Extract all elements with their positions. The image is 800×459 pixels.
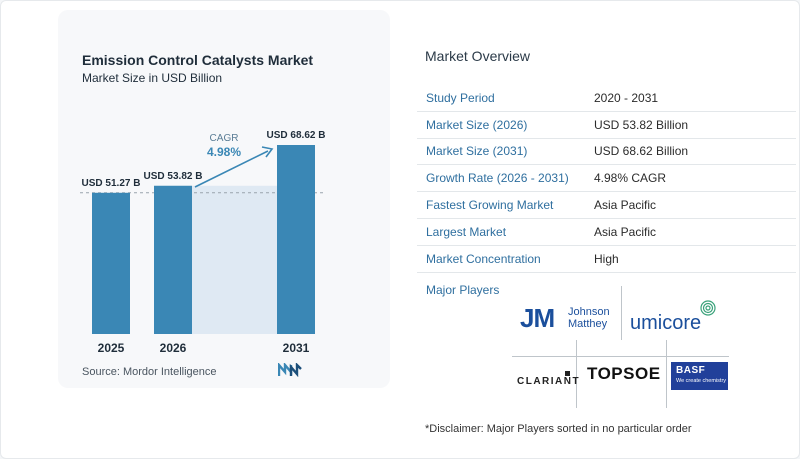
bar-2026 bbox=[154, 185, 192, 334]
basf-logo: BASF We create chemistry bbox=[671, 362, 728, 390]
logo-divider bbox=[666, 340, 667, 408]
clariant-mark-icon bbox=[565, 371, 570, 376]
overview-value: 4.98% CAGR bbox=[594, 171, 667, 186]
data-label-2025: USD 51.27 B bbox=[82, 178, 141, 189]
umicore-logo: umicore bbox=[630, 312, 702, 334]
overview-value: 2020 - 2031 bbox=[594, 90, 659, 105]
x-tick-2025: 2025 bbox=[98, 341, 125, 355]
chart-title: Emission Control Catalysts Market bbox=[82, 52, 314, 68]
cagr-value: 4.98% bbox=[207, 145, 241, 159]
overview-row: Market Size (2026) USD 53.82 Billion bbox=[417, 112, 796, 139]
bar-2025 bbox=[92, 192, 130, 334]
bar-2031 bbox=[277, 145, 315, 334]
overview-table: Study Period 2020 - 2031 Market Size (2026… bbox=[417, 85, 796, 273]
overview-row: Study Period 2020 - 2031 bbox=[417, 85, 796, 112]
data-label-2026: USD 53.82 B bbox=[144, 171, 203, 182]
x-tick-2026: 2026 bbox=[160, 341, 187, 355]
overview-key: Market Size (2026) bbox=[426, 117, 528, 132]
logo-divider bbox=[621, 286, 622, 340]
overview-row: Largest Market Asia Pacific bbox=[417, 219, 796, 246]
mordor-logo-icon bbox=[278, 363, 302, 377]
overview-key: Largest Market bbox=[426, 224, 507, 239]
jm-line-2: Matthey bbox=[568, 318, 608, 330]
major-players-label: Major Players bbox=[426, 283, 500, 297]
overview-title: Market Overview bbox=[425, 48, 531, 64]
cagr-arrow-head bbox=[261, 146, 274, 158]
overview-key: Market Size (2031) bbox=[426, 144, 528, 159]
johnson-matthey-logo: JM bbox=[520, 303, 555, 333]
overview-key: Study Period bbox=[426, 90, 495, 105]
logo-divider bbox=[576, 340, 577, 408]
data-label-2031: USD 68.62 B bbox=[267, 130, 326, 141]
overview-value: USD 53.82 Billion bbox=[594, 117, 689, 132]
overview-row: Growth Rate (2026 - 2031) 4.98% CAGR bbox=[417, 165, 796, 193]
overview-value: Asia Pacific bbox=[594, 198, 657, 213]
chart-subtitle: Market Size in USD Billion bbox=[82, 71, 223, 85]
cagr-label: CAGR bbox=[210, 133, 239, 144]
overview-row: Market Concentration High bbox=[417, 246, 796, 273]
jm-line-1: Johnson bbox=[568, 306, 610, 318]
basf-tagline: We create chemistry bbox=[676, 378, 727, 384]
cagr-arrow-line bbox=[194, 150, 269, 188]
overview-key: Fastest Growing Market bbox=[426, 198, 554, 213]
basf-wordmark: BASF bbox=[676, 365, 706, 376]
chart-source: Source: Mordor Intelligence bbox=[82, 366, 217, 378]
johnson-matthey-name: Johnson Matthey bbox=[568, 306, 610, 330]
logo-divider bbox=[512, 356, 729, 357]
topsoe-logo: TOPSOE bbox=[587, 364, 661, 383]
clariant-logo: CLARIANT bbox=[517, 376, 581, 387]
disclaimer: *Disclaimer: Major Players sorted in no … bbox=[425, 423, 692, 435]
umicore-swirl-icon bbox=[700, 300, 716, 316]
overview-key: Growth Rate (2026 - 2031) bbox=[426, 171, 569, 186]
overview-value: USD 68.62 Billion bbox=[594, 144, 689, 159]
overview-key: Market Concentration bbox=[426, 251, 541, 266]
overview-row: Market Size (2031) USD 68.62 Billion bbox=[417, 139, 796, 166]
x-tick-2031: 2031 bbox=[283, 341, 310, 355]
overview-value: High bbox=[594, 251, 619, 266]
overview-value: Asia Pacific bbox=[594, 224, 657, 239]
overview-row: Fastest Growing Market Asia Pacific bbox=[417, 192, 796, 219]
